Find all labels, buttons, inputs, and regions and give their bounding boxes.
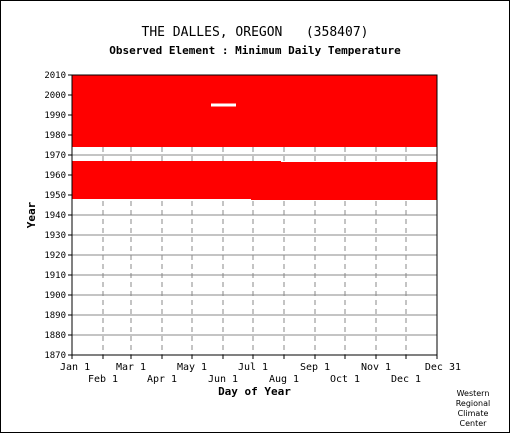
y-tick-label: 1880 [44,331,66,341]
y-tick-label: 1950 [44,191,66,201]
x-tick-label: Dec 1 [391,374,421,385]
y-tick-label: 1910 [44,271,66,281]
x-tick-label: Mar 1 [116,362,146,373]
y-tick-label: 1920 [44,251,66,261]
y-tick-label: 1970 [44,151,66,161]
missing-span [211,103,236,107]
y-tick-label: 1940 [44,211,66,221]
x-tick-label: Feb 1 [88,374,118,385]
chart-title: THE DALLES, OREGON (358407) [141,25,369,40]
y-tick-label: 1900 [44,291,66,301]
x-tick-label: Jan 1 [60,362,90,373]
x-tick-label: Apr 1 [147,374,177,385]
y-tick-label: 1990 [44,111,66,121]
credit-line: Regional [455,399,491,408]
y-tick-label: 1960 [44,171,66,181]
x-tick-label: Jun 1 [208,374,238,385]
plot-frame [71,74,438,356]
credit-line: Western [456,389,490,398]
x-tick-label: May 1 [177,362,207,373]
data-block [281,162,437,199]
x-tick-label: Aug 1 [269,374,299,385]
y-tick-label: 1890 [44,311,66,321]
y-tick-label: 1870 [44,351,66,361]
x-tick-label: Oct 1 [330,374,360,385]
credit-line: Center [459,419,487,428]
credit-line: Climate [457,409,489,418]
data-block [72,161,281,199]
chart-subtitle: Observed Element : Minimum Daily Tempera… [109,44,401,57]
y-tick-label: 2000 [44,91,66,101]
y-tick-label: 1930 [44,231,66,241]
x-tick-label: Sep 1 [300,362,330,373]
credit-block: Western Regional Climate Center [449,389,497,429]
data-block [72,75,101,144]
x-tick-label: Nov 1 [361,362,391,373]
data-block [72,75,437,147]
x-tick-label: Dec 31 [425,362,461,373]
x-axis-label: Day of Year [218,385,291,398]
y-tick-label: 1980 [44,131,66,141]
y-axis-label: Year [25,201,38,228]
x-tick-label: Jul 1 [238,362,268,373]
y-tick-label: 2010 [44,71,66,81]
